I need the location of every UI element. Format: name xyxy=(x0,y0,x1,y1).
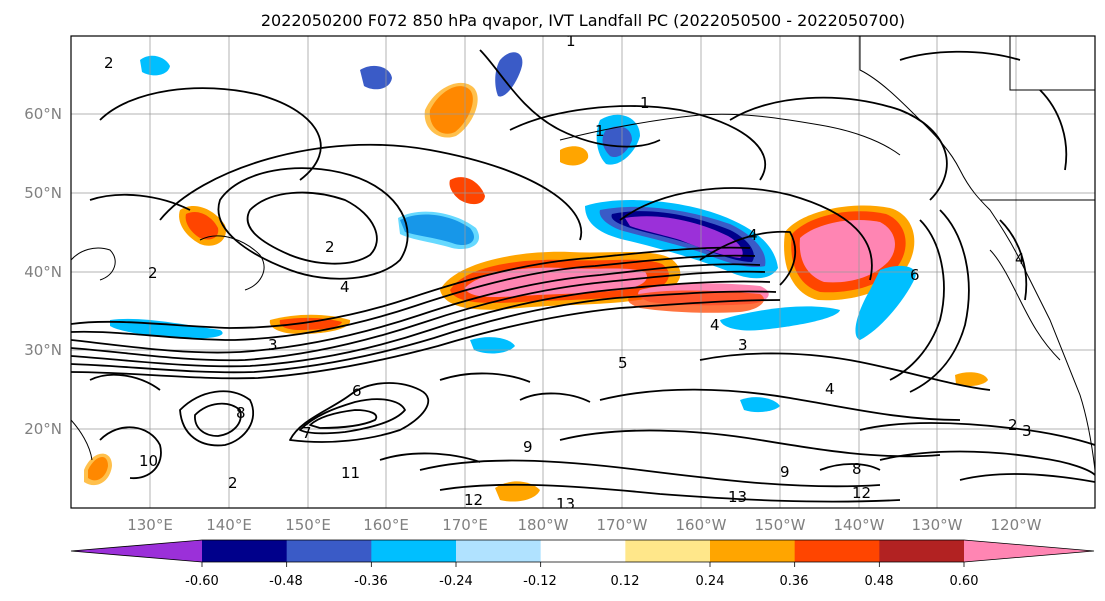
north-orange-streak-outer xyxy=(424,82,478,138)
lat-label: 60°N xyxy=(24,105,62,123)
colorbar-tick-label: -0.12 xyxy=(523,574,557,589)
contour-label: 3 xyxy=(1022,422,1032,440)
lon-label: 140°E xyxy=(206,516,252,534)
central-blue-streak xyxy=(470,337,515,354)
contour-label-layer: 2 1 2 4 2 3 4 5 6 7 8 9 10 11 12 13 13 1… xyxy=(104,32,1032,513)
map-title: 2022050200 F072 850 hPa qvapor, IVT Land… xyxy=(261,11,905,30)
contour-label: 1 xyxy=(595,122,605,140)
contour-label: 4 xyxy=(340,278,350,296)
contour-label: 6 xyxy=(352,382,362,400)
longitude-labels: 130°E 140°E 150°E 160°E 170°E 180°W 170°… xyxy=(127,516,1041,534)
contour-label: 12 xyxy=(852,484,871,502)
lon-label: 150°E xyxy=(285,516,331,534)
contour-label: 7 xyxy=(302,424,312,442)
lon-label: 130°E xyxy=(127,516,173,534)
lon-label: 140°W xyxy=(834,516,885,534)
contour-label: 9 xyxy=(523,438,533,456)
contour-layer xyxy=(71,49,1095,503)
contour-label: 5 xyxy=(618,354,628,372)
north-blue-streak xyxy=(495,52,523,97)
colorbar-segment xyxy=(202,540,288,562)
contour-label: 13 xyxy=(556,495,575,513)
contour-label: 2 xyxy=(104,54,114,72)
lon-label: 130°W xyxy=(912,516,963,534)
colorbar-tick-label: 0.24 xyxy=(696,574,725,589)
lat-label: 20°N xyxy=(24,420,62,438)
contour-label: 3 xyxy=(268,336,278,354)
contour-label: 8 xyxy=(852,460,862,478)
lon-label: 170°W xyxy=(597,516,648,534)
west-cyan-streak xyxy=(110,318,223,339)
colorbar-segment xyxy=(794,540,880,562)
contour-label: 2 xyxy=(228,474,238,492)
colorbar-tick-label: 0.60 xyxy=(950,574,979,589)
s-cyan-patch xyxy=(740,397,780,413)
colorbar-segment xyxy=(286,540,372,562)
coastline-layer xyxy=(71,36,1095,471)
colorbar-tick-label: -0.60 xyxy=(185,574,219,589)
mid-red-patch xyxy=(279,317,342,330)
contour-label: 4 xyxy=(748,226,758,244)
colorbar-segments xyxy=(71,540,1094,562)
lon-label: 150°W xyxy=(755,516,806,534)
latitude-labels: 60°N 50°N 40°N 30°N 20°N xyxy=(24,105,62,438)
sw-orange-patch xyxy=(84,453,112,486)
colorbar-tick-labels: -0.60 -0.48 -0.36 -0.24 -0.12 0.12 0.24 … xyxy=(185,574,978,589)
positive-anomaly-south-red xyxy=(628,290,764,313)
n-cyan-patch xyxy=(140,55,170,76)
contour-label: 8 xyxy=(236,404,246,422)
colorbar: -0.60 -0.48 -0.36 -0.24 -0.12 0.12 0.24 … xyxy=(70,539,1095,589)
lat-label: 50°N xyxy=(24,184,62,202)
ne-orange-patch xyxy=(560,146,589,166)
contour-label: 6 xyxy=(910,266,920,284)
contour-label: 2 xyxy=(148,264,158,282)
lon-label: 160°W xyxy=(676,516,727,534)
lon-label: 180°W xyxy=(518,516,569,534)
contour-label: 1 xyxy=(566,32,576,50)
map-panel: 2 1 2 4 2 3 4 5 6 7 8 9 10 11 12 13 13 1… xyxy=(70,32,1096,513)
colorbar-segment xyxy=(625,540,711,562)
contour-label: 2 xyxy=(1008,416,1018,434)
north-blue-patch xyxy=(602,126,632,158)
colorbar-segment xyxy=(456,540,542,562)
colorbar-tick-label: -0.36 xyxy=(354,574,388,589)
lat-label: 30°N xyxy=(24,341,62,359)
contour-label: 4 xyxy=(825,380,835,398)
contour-label: 4 xyxy=(710,316,720,334)
colorbar-ticks xyxy=(201,562,965,567)
contour-label: 9 xyxy=(780,463,790,481)
colorbar-tick-label: -0.48 xyxy=(269,574,303,589)
colorbar-extend-low xyxy=(71,540,202,562)
colorbar-tick-label: -0.24 xyxy=(439,574,473,589)
s-orange-patch xyxy=(495,481,540,502)
colorbar-segment xyxy=(879,540,965,562)
contour-label: 2 xyxy=(325,238,335,256)
contour-label: 12 xyxy=(464,491,483,509)
contour-label: 13 xyxy=(728,488,747,506)
east-cyan-streak xyxy=(855,265,916,340)
colorbar-tick-label: 0.36 xyxy=(780,574,809,589)
colorbar-segment xyxy=(371,540,457,562)
contour-label: 11 xyxy=(341,464,360,482)
colorbar-extend-high xyxy=(964,540,1094,562)
colorbar-segment xyxy=(710,540,796,562)
contour-label: 3 xyxy=(738,336,748,354)
contour-label: 4 xyxy=(1015,250,1025,268)
negative-anomaly-band-light xyxy=(398,211,480,250)
colorbar-tick-label: 0.48 xyxy=(865,574,894,589)
lat-label: 40°N xyxy=(24,263,62,281)
se-orange-patch xyxy=(955,372,988,387)
contour-label: 10 xyxy=(139,452,158,470)
lon-label: 170°E xyxy=(442,516,488,534)
n-cyan-patch-2 xyxy=(360,65,392,90)
colorbar-segment xyxy=(540,540,626,562)
colorbar-tick-label: 0.12 xyxy=(611,574,640,589)
map-frame xyxy=(70,35,1096,509)
ne-red-patch xyxy=(449,177,485,205)
lon-label: 160°E xyxy=(363,516,409,534)
west-red-patch xyxy=(185,211,219,240)
contour-label: 1 xyxy=(640,94,650,112)
lon-label: 120°W xyxy=(991,516,1042,534)
